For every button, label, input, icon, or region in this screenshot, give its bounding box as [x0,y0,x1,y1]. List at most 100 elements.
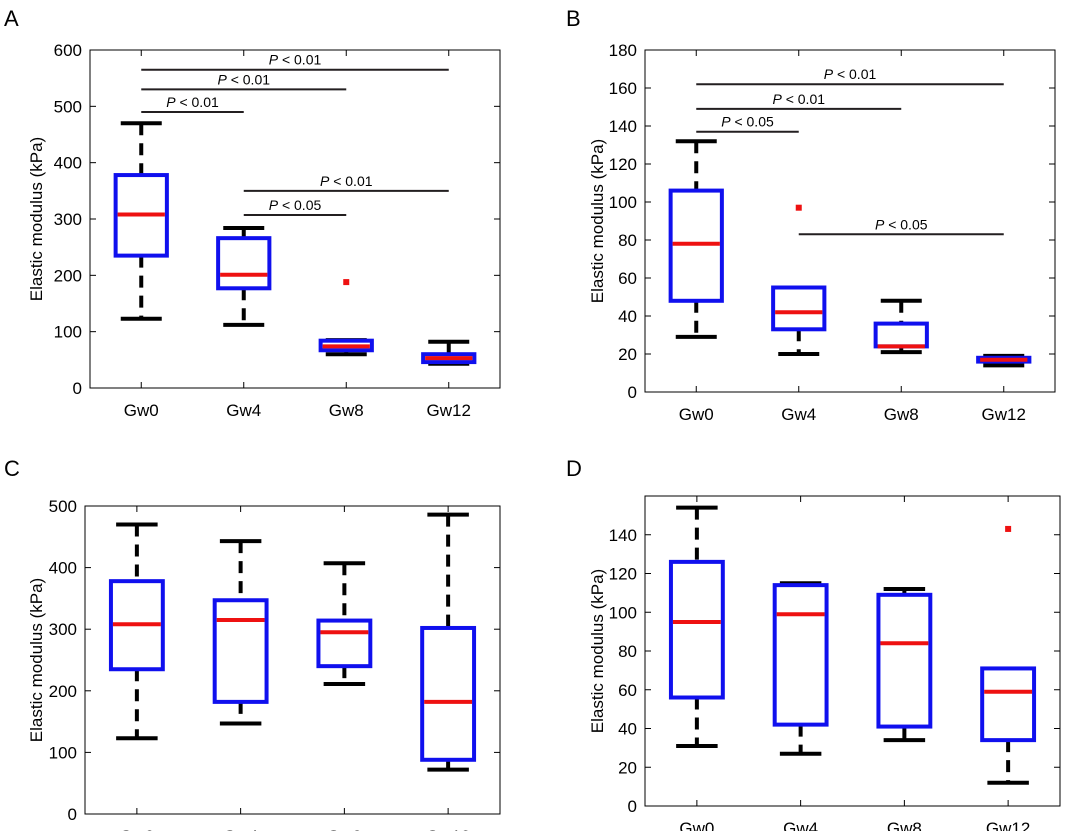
y-tick-label: 100 [54,323,82,342]
y-tick-label: 120 [609,565,637,584]
box-gw12 [976,353,1032,368]
p-symbol: P [320,173,330,189]
box-gw4 [772,581,829,756]
x-tick-label: Gw0 [124,401,159,420]
significance-label: P < 0.05 [721,114,774,130]
panel-letter: C [4,456,20,481]
p-value: < 0.01 [329,173,372,189]
y-tick-label: 40 [618,307,637,326]
y-tick-label: 80 [618,642,637,661]
y-tick-label: 400 [49,559,77,578]
box-gw8 [318,279,374,357]
significance-label: P < 0.01 [824,66,877,82]
x-tick-label: Gw8 [887,819,922,831]
box-gw8 [316,561,373,687]
x-tick-label: Gw8 [884,405,919,424]
p-symbol: P [824,66,834,82]
panel-b: B 0 20 40 60 80 100 120 140 160 180 Elastic modulus… [566,6,1056,424]
x-tick-label: Gw12 [986,819,1030,831]
x-tick-label: Gw0 [679,819,714,831]
p-symbol: P [217,71,227,87]
panel-d: D 0 20 40 60 80 100 120 140 Elastic modulus (kPa)… [566,456,1061,831]
y-axis-title: Elastic modulus (kPa) [27,137,46,301]
y-tick-label: 400 [54,154,82,173]
significance-bar: P < 0.01 [243,173,449,192]
box-iqr [873,321,929,349]
y-tick-label: 60 [618,681,637,700]
y-tick-label: 100 [609,603,637,622]
y-tick-label: 40 [618,720,637,739]
panel-a: A 0 100 200 300 400 500 600 Elastic modulus (kPa… [4,6,501,420]
box-iqr [316,618,373,669]
plot-frame [644,49,1056,393]
x-tick-label: Gw8 [329,401,364,420]
p-symbol: P [269,52,279,68]
significance-label: P < 0.01 [166,94,219,110]
box-iqr [980,666,1037,743]
plot-frame [84,505,501,815]
y-tick-label: 140 [609,526,637,545]
x-tick-label: Gw4 [783,819,818,831]
box-gw12 [421,339,477,366]
y-tick-label: 600 [54,41,82,60]
p-symbol: P [721,114,731,130]
box-iqr [771,285,827,332]
p-value: < 0.01 [278,52,321,68]
y-tick-label: 0 [628,797,637,816]
box-gw8 [876,587,933,743]
p-value: < 0.05 [731,114,774,130]
p-value: < 0.01 [833,66,876,82]
y-tick-label: 60 [618,269,637,288]
box-gw4 [216,226,272,327]
y-tick-label: 140 [609,117,637,136]
significance-bar: P < 0.01 [696,91,902,110]
significance-label: P < 0.01 [269,52,322,68]
y-tick-label: 200 [49,682,77,701]
panel-letter: D [566,456,582,481]
y-tick-label: 160 [609,79,637,98]
x-tick-label: Gw12 [426,827,470,831]
significance-bar: P < 0.05 [243,197,347,217]
x-tick-label: Gw0 [679,405,714,424]
y-axis-title: Elastic modulus (kPa) [588,139,607,303]
p-value: < 0.01 [176,94,219,110]
box-iqr [668,559,725,700]
panel-letter: B [566,6,581,31]
box-iqr [212,598,269,704]
x-tick-label: Gw8 [327,827,362,831]
y-tick-label: 300 [54,210,82,229]
x-tick-label: Gw4 [223,827,258,831]
p-symbol: P [875,216,885,232]
y-tick-label: 100 [49,743,77,762]
box-gw0 [108,522,165,741]
panel-letter: A [4,6,19,31]
significance-bar: P < 0.01 [696,66,1004,86]
p-symbol: P [269,197,279,213]
outlier-point [795,204,802,211]
box-iqr [420,625,477,762]
x-tick-label: Gw4 [226,401,261,420]
significance-bar: P < 0.01 [141,94,244,113]
significance-label: P < 0.01 [217,71,270,87]
y-tick-label: 0 [628,383,637,402]
y-axis-title: Elastic modulus (kPa) [588,569,607,733]
y-tick-label: 0 [68,805,77,824]
y-tick-label: 80 [618,231,637,250]
x-tick-label: Gw12 [982,405,1026,424]
p-value: < 0.05 [884,216,927,232]
box-gw4 [212,539,269,726]
p-symbol: P [772,91,782,107]
y-tick-label: 500 [54,97,82,116]
box-iqr [772,583,829,727]
p-value: < 0.01 [227,71,270,87]
y-tick-label: 20 [618,758,637,777]
box-gw12 [420,512,477,772]
panel-c: C 0 100 200 300 400 500 Elastic modulus (kPa) Gw… [4,456,501,831]
box-gw0 [668,139,724,339]
y-tick-label: 180 [609,41,637,60]
y-tick-label: 100 [609,193,637,212]
p-value: < 0.01 [782,91,825,107]
p-value: < 0.05 [278,197,321,213]
significance-bar: P < 0.05 [798,216,1004,236]
